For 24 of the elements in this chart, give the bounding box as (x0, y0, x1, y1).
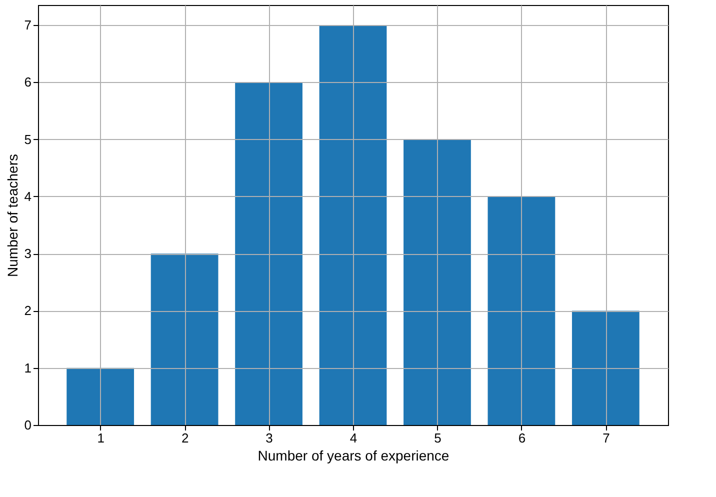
bar (235, 82, 302, 425)
y-tick-label: 7 (24, 18, 32, 32)
y-tick-label: 6 (24, 74, 32, 90)
x-tick-label: 5 (434, 430, 442, 446)
x-tick-label: 4 (350, 430, 358, 446)
bar (404, 139, 471, 425)
y-tick-label: 5 (24, 132, 32, 147)
bar (572, 310, 640, 425)
x-tick-label: 3 (266, 430, 273, 446)
y-tick-label: 3 (24, 246, 32, 262)
y-tick-label: 1 (24, 360, 32, 376)
y-tick-label: 4 (24, 188, 32, 204)
bar (488, 196, 556, 425)
y-axis-title: Number of teachers (4, 154, 20, 277)
x-axis-title: Number of years of experience (258, 448, 450, 464)
y-tick-label: 0 (24, 418, 32, 432)
bar (150, 254, 218, 425)
x-tick-label: 1 (97, 430, 104, 446)
bar (319, 25, 387, 425)
y-tick-label: 2 (24, 303, 32, 318)
x-tick-label: 6 (518, 430, 526, 446)
x-tick-label: 2 (181, 430, 189, 446)
bar (66, 368, 134, 425)
x-tick-label: 7 (602, 430, 610, 446)
